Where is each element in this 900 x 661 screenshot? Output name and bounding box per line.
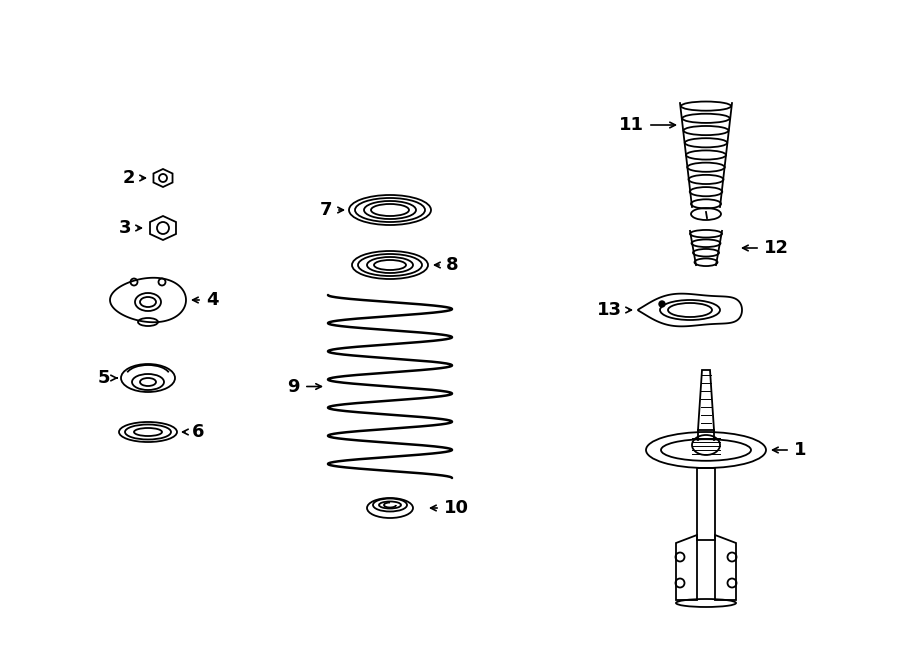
Circle shape: [659, 301, 665, 307]
Text: 13: 13: [597, 301, 622, 319]
Text: 3: 3: [119, 219, 131, 237]
Text: 6: 6: [192, 423, 204, 441]
Text: 9: 9: [287, 377, 300, 395]
Text: 11: 11: [619, 116, 644, 134]
Text: 4: 4: [206, 291, 219, 309]
Text: 1: 1: [794, 441, 806, 459]
Text: 2: 2: [122, 169, 135, 187]
Text: 5: 5: [97, 369, 110, 387]
Text: 8: 8: [446, 256, 459, 274]
Text: 12: 12: [764, 239, 789, 257]
Text: 7: 7: [320, 201, 332, 219]
Text: 10: 10: [444, 499, 469, 517]
